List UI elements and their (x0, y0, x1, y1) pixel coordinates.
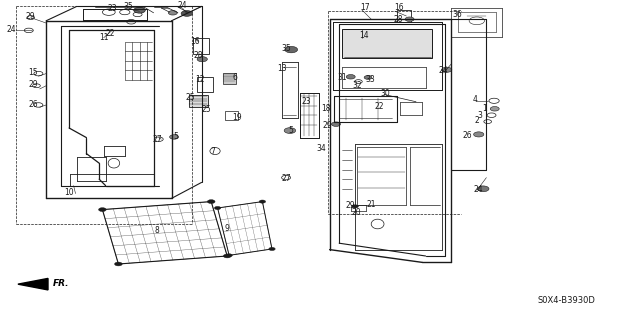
Text: 33: 33 (365, 75, 375, 84)
Circle shape (170, 135, 179, 139)
Circle shape (474, 132, 484, 137)
Text: 29: 29 (346, 201, 356, 210)
Circle shape (332, 122, 340, 126)
Text: 16: 16 (190, 37, 200, 46)
Text: 24: 24 (6, 25, 17, 34)
Text: 34: 34 (316, 144, 326, 153)
Text: 28: 28 (194, 51, 203, 60)
Text: 23: 23 (301, 97, 311, 106)
Text: 18: 18 (322, 104, 331, 113)
Text: 26: 26 (28, 100, 38, 109)
Text: 5: 5 (173, 132, 178, 141)
Circle shape (223, 254, 231, 258)
Text: 13: 13 (276, 64, 287, 73)
Bar (189, 95, 208, 107)
Text: 27: 27 (152, 135, 163, 144)
Circle shape (115, 262, 122, 266)
Text: 24: 24 (177, 1, 188, 10)
Text: 28: 28 (394, 15, 403, 24)
Circle shape (346, 75, 355, 79)
Text: 3: 3 (477, 111, 483, 120)
Text: 17: 17 (360, 3, 370, 12)
Text: 36: 36 (452, 10, 463, 19)
Text: 14: 14 (358, 31, 369, 40)
Circle shape (207, 200, 215, 204)
Circle shape (99, 208, 106, 212)
Text: 23: 23 (107, 4, 117, 13)
Text: 22: 22 (374, 102, 383, 111)
Circle shape (168, 11, 177, 15)
Text: 11: 11 (100, 33, 109, 42)
Circle shape (352, 205, 358, 208)
Text: 29: 29 (28, 80, 38, 89)
Text: 5: 5 (288, 126, 293, 135)
Text: 25: 25 (185, 93, 195, 102)
Circle shape (259, 200, 266, 203)
Text: 26: 26 (462, 131, 472, 140)
Text: 25: 25 (202, 105, 212, 114)
Text: 29: 29 (26, 12, 36, 21)
Text: 15: 15 (28, 68, 38, 77)
Text: 2: 2 (474, 116, 479, 125)
Circle shape (134, 7, 145, 13)
Text: 29: 29 (323, 121, 333, 130)
Text: 32: 32 (352, 81, 362, 90)
Circle shape (405, 17, 414, 21)
Text: 10: 10 (64, 188, 74, 197)
Text: 1: 1 (482, 104, 487, 113)
Text: 9: 9 (225, 224, 230, 233)
Bar (193, 38, 209, 54)
Bar (225, 111, 238, 120)
Text: 12: 12 (195, 75, 204, 84)
Circle shape (490, 107, 499, 111)
Bar (342, 29, 432, 58)
Text: 30: 30 (380, 89, 390, 98)
Text: 35: 35 (123, 2, 133, 11)
Circle shape (269, 247, 275, 251)
Text: 24: 24 (474, 185, 484, 194)
Circle shape (285, 46, 298, 53)
Text: 22: 22 (106, 29, 115, 38)
Text: 31: 31 (337, 73, 348, 82)
Text: FR.: FR. (52, 279, 69, 288)
Text: 20: 20 (351, 208, 362, 217)
Text: 27: 27 (282, 174, 292, 183)
Text: 6: 6 (232, 73, 237, 82)
Text: S0X4-B3930D: S0X4-B3930D (538, 296, 595, 305)
Text: 35: 35 (282, 44, 292, 53)
Bar (397, 10, 411, 22)
Circle shape (364, 76, 372, 79)
Circle shape (226, 254, 232, 257)
Text: 16: 16 (394, 4, 404, 12)
Bar (197, 77, 213, 92)
Circle shape (442, 67, 452, 72)
Text: 19: 19 (232, 113, 242, 122)
Text: 4: 4 (472, 95, 477, 104)
Circle shape (284, 128, 296, 133)
Bar (223, 73, 236, 84)
Text: 8: 8 (154, 226, 159, 235)
Text: 21: 21 (367, 200, 376, 209)
Circle shape (214, 206, 221, 210)
Text: 7: 7 (211, 147, 216, 156)
Circle shape (181, 11, 193, 16)
Circle shape (477, 186, 489, 192)
Circle shape (197, 57, 207, 62)
Polygon shape (18, 278, 48, 290)
Text: 24: 24 (438, 66, 449, 75)
